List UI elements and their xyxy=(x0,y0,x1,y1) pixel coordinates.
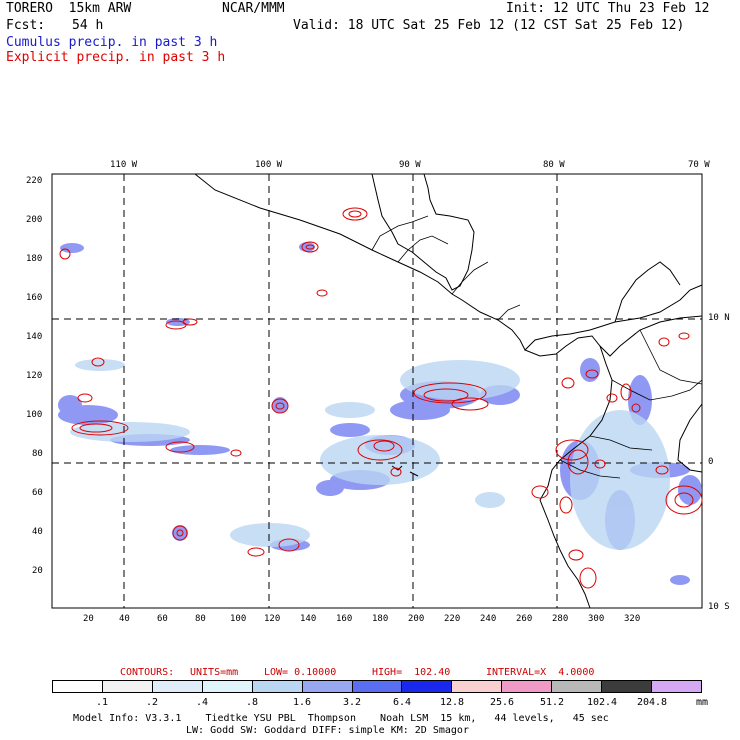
x-index-label: 240 xyxy=(480,614,497,624)
precip-color-legend xyxy=(52,680,702,693)
explicit-field-label: Explicit precip. in past 3 h xyxy=(6,50,226,65)
legend-swatch xyxy=(402,681,453,692)
y-index-label: 40 xyxy=(32,527,43,537)
y-index-label: 20 xyxy=(32,566,43,576)
legend-units: mm xyxy=(696,697,709,708)
legend-swatch xyxy=(552,681,603,692)
x-index-label: 40 xyxy=(119,614,130,624)
legend-swatch xyxy=(502,681,553,692)
lon-label: 80 W xyxy=(543,160,565,170)
cumulus-field-label: Cumulus precip. in past 3 h xyxy=(6,35,218,50)
x-index-label: 300 xyxy=(588,614,605,624)
y-index-label: 120 xyxy=(26,371,43,381)
lon-label: 70 W xyxy=(688,160,710,170)
legend-swatch xyxy=(602,681,653,692)
x-index-label: 180 xyxy=(372,614,389,624)
y-index-label: 160 xyxy=(26,293,43,303)
x-index-label: 80 xyxy=(195,614,206,624)
y-index-label: 220 xyxy=(26,176,43,186)
legend-threshold: .4 xyxy=(195,697,209,708)
political-borders xyxy=(371,215,703,479)
contour-interval: INTERVAL=X 4.0000 xyxy=(486,667,595,678)
legend-threshold: 204.8 xyxy=(636,697,668,708)
legend-threshold: 25.6 xyxy=(489,697,515,708)
legend-threshold: 1.6 xyxy=(292,697,312,708)
legend-swatch xyxy=(102,681,153,692)
lat-lon-grid xyxy=(52,174,702,608)
contour-low: LOW= 0.10000 xyxy=(264,667,337,678)
x-index-label: 160 xyxy=(336,614,353,624)
legend-swatch xyxy=(302,681,353,692)
legend-threshold: 12.8 xyxy=(439,697,465,708)
model-info-line1: Model Info: V3.3.1 Tiedtke YSU PBL Thomp… xyxy=(73,713,609,724)
legend-swatch xyxy=(53,681,103,692)
y-index-label: 180 xyxy=(26,254,43,264)
x-index-label: 120 xyxy=(264,614,281,624)
x-index-label: 280 xyxy=(552,614,569,624)
y-index-label: 140 xyxy=(26,332,43,342)
legend-threshold: 3.2 xyxy=(342,697,362,708)
legend-threshold: 6.4 xyxy=(392,697,412,708)
contour-label: CONTOURS: xyxy=(120,667,175,678)
valid-time: Valid: 18 UTC Sat 25 Feb 12 (12 CST Sat … xyxy=(293,18,685,33)
x-index-label: 20 xyxy=(83,614,94,624)
forecast-hours: 54 h xyxy=(72,18,104,33)
legend-swatch xyxy=(252,681,303,692)
legend-threshold: .2 xyxy=(145,697,159,708)
x-index-label: 60 xyxy=(157,614,168,624)
legend-threshold: .8 xyxy=(245,697,259,708)
y-index-label: 200 xyxy=(26,215,43,225)
x-index-label: 220 xyxy=(444,614,461,624)
lat-label: 0 xyxy=(708,457,714,467)
legend-swatch xyxy=(202,681,253,692)
legend-swatch xyxy=(652,681,701,692)
model-info-line2: LW: Godd SW: Goddard DIFF: simple KM: 2D… xyxy=(186,725,469,736)
model-name: TORERO 15km ARW xyxy=(6,1,132,16)
x-index-label: 100 xyxy=(230,614,247,624)
x-index-label: 320 xyxy=(624,614,641,624)
forecast-label: Fcst: xyxy=(6,18,46,33)
lat-label: 10 S xyxy=(708,602,730,612)
lon-label: 90 W xyxy=(399,160,421,170)
explicit-precip-contours xyxy=(59,207,703,589)
lat-label: 10 N xyxy=(708,313,730,323)
legend-threshold: 102.4 xyxy=(586,697,618,708)
legend-threshold: 51.2 xyxy=(539,697,565,708)
legend-swatch xyxy=(452,681,503,692)
contour-high: HIGH= 102.40 xyxy=(372,667,451,678)
x-index-label: 200 xyxy=(408,614,425,624)
lon-label: 110 W xyxy=(110,160,138,170)
init-time: Init: 12 UTC Thu 23 Feb 12 xyxy=(506,1,710,16)
y-index-label: 100 xyxy=(26,410,43,420)
legend-threshold: .1 xyxy=(95,697,109,708)
coastlines xyxy=(194,173,703,609)
y-index-label: 80 xyxy=(32,449,43,459)
x-index-label: 140 xyxy=(300,614,317,624)
contour-units: UNITS=mm xyxy=(190,667,239,678)
lon-label: 100 W xyxy=(255,160,283,170)
y-index-label: 60 xyxy=(32,488,43,498)
legend-swatch xyxy=(352,681,403,692)
x-index-label: 260 xyxy=(516,614,533,624)
organization: NCAR/MMM xyxy=(222,1,285,16)
legend-swatch xyxy=(152,681,203,692)
